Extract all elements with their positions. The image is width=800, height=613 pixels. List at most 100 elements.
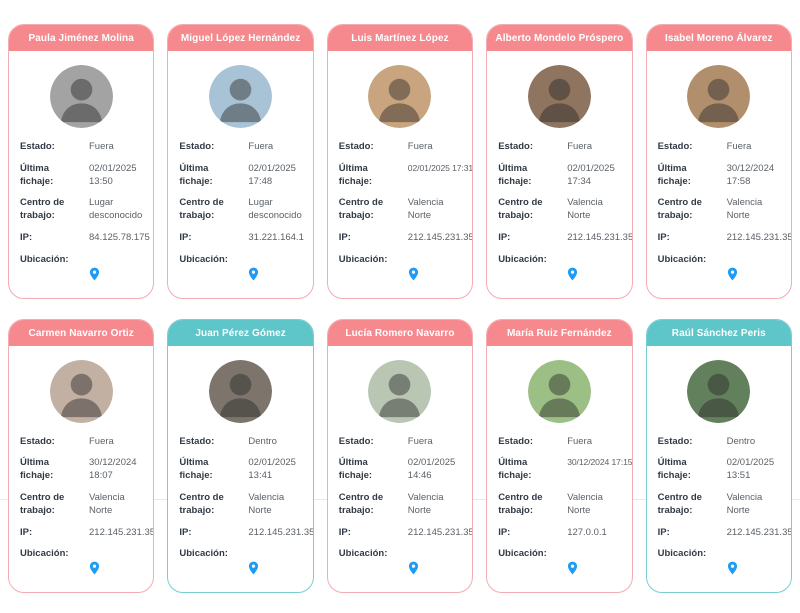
- estado-value: Fuera: [407, 435, 433, 447]
- employee-avatar: [687, 65, 751, 128]
- field-ultima-fichaje: Última fichaje: 02/01/2025 17:34: [498, 163, 620, 189]
- ubicacion-value: [89, 254, 142, 286]
- field-centro-trabajo: Centro de trabajo: Lugar desconocido: [20, 197, 142, 223]
- centro-trabajo-label: Centro de trabajo:: [179, 491, 224, 516]
- employee-card-body: Estado: Dentro Última fichaje: 02/01/202…: [168, 346, 313, 593]
- employee-card[interactable]: Juan Pérez Gómez Estado: Dentro Última f…: [167, 318, 314, 593]
- ip-label: IP:: [338, 232, 351, 244]
- ubicacion-value: [248, 254, 301, 286]
- ip-value: 84.125.78.175: [89, 232, 150, 244]
- ip-value: 31.221.164.1: [248, 232, 304, 244]
- location-pin-icon[interactable]: [408, 267, 419, 281]
- location-pin-icon[interactable]: [408, 561, 419, 575]
- ubicacion-label: Ubicación:: [179, 548, 228, 560]
- field-centro-trabajo: Centro de trabajo: Valencia Norte: [20, 492, 142, 518]
- centro-trabajo-value: Lugar desconocido: [248, 197, 302, 222]
- field-ubicacion: Ubicación:: [179, 548, 301, 580]
- employee-card-body: Estado: Fuera Última fichaje: 02/01/2025…: [487, 51, 632, 298]
- employee-card[interactable]: Paula Jiménez Molina Estado: Fuera Últim…: [8, 24, 155, 299]
- ubicacion-label: Ubicación:: [657, 253, 707, 265]
- field-ubicacion: Ubicación:: [658, 254, 780, 286]
- field-ip: IP: 212.145.231.35: [179, 526, 312, 540]
- location-pin-icon[interactable]: [727, 561, 738, 575]
- centro-trabajo-value: Valencia Norte: [89, 491, 125, 516]
- employee-card[interactable]: Luis Martínez López Estado: Fuera Última…: [326, 24, 474, 299]
- field-estado: Estado: Fuera: [179, 141, 301, 154]
- field-ubicacion: Ubicación:: [498, 254, 620, 286]
- ip-value: 212.145.231.35: [567, 232, 633, 244]
- location-pin-icon[interactable]: [89, 561, 100, 575]
- ubicacion-value: [727, 254, 780, 286]
- ubicacion-value: [248, 548, 301, 580]
- employee-card[interactable]: Isabel Moreno Álvarez Estado: Fuera Últi…: [645, 24, 792, 299]
- field-centro-trabajo: Centro de trabajo: Valencia Norte: [179, 492, 301, 518]
- ip-label: IP:: [179, 526, 192, 538]
- employee-card-body: Estado: Fuera Última fichaje: 02/01/2025…: [168, 51, 312, 298]
- estado-label: Estado:: [657, 435, 693, 447]
- field-ip: IP: 212.145.231.35: [658, 232, 791, 245]
- centro-trabajo-label: Centro de trabajo:: [657, 197, 702, 222]
- ip-value: 212.145.231.35: [248, 526, 314, 538]
- employee-card-body: Estado: Fuera Última fichaje: 02/01/2025…: [328, 51, 472, 298]
- field-estado: Estado: Fuera: [20, 141, 142, 154]
- field-estado: Estado: Dentro: [179, 436, 301, 449]
- field-centro-trabajo: Centro de trabajo: Valencia Norte: [658, 492, 780, 518]
- employee-card[interactable]: Lucía Romero Navarro Estado: Fuera Últim…: [326, 318, 474, 593]
- ubicacion-label: Ubicación:: [179, 253, 228, 265]
- employee-card[interactable]: Carmen Navarro Ortiz Estado: Fuera Últim…: [8, 318, 155, 593]
- ultima-fichaje-value: 02/01/2025 17:34: [567, 162, 615, 187]
- centro-trabajo-value: Valencia Norte: [407, 197, 444, 222]
- field-ip: IP: 212.145.231.35: [658, 527, 791, 540]
- centro-trabajo-label: Centro de trabajo:: [657, 491, 702, 516]
- field-ultima-fichaje: Última fichaje: 02/01/2025 13:50: [20, 163, 142, 189]
- employee-avatar: [527, 359, 591, 423]
- field-estado: Estado: Fuera: [339, 436, 461, 449]
- employee-avatar: [368, 359, 432, 423]
- employee-card[interactable]: Alberto Mondelo Próspero Estado: Fuera Ú…: [486, 24, 633, 299]
- centro-trabajo-label: Centro de trabajo:: [498, 197, 543, 222]
- estado-label: Estado:: [657, 141, 693, 152]
- location-pin-icon[interactable]: [248, 561, 259, 575]
- field-estado: Estado: Fuera: [20, 436, 142, 449]
- location-pin-icon[interactable]: [567, 267, 578, 281]
- estado-value: Fuera: [567, 141, 593, 152]
- employee-name: Paula Jiménez Molina: [9, 25, 154, 51]
- centro-trabajo-label: Centro de trabajo:: [179, 197, 224, 222]
- estado-label: Estado:: [20, 435, 55, 447]
- field-estado: Estado: Fuera: [498, 141, 620, 154]
- location-pin-icon[interactable]: [727, 267, 738, 281]
- ubicacion-value: [727, 548, 780, 580]
- ubicacion-value: [408, 254, 461, 286]
- employee-name: Carmen Navarro Ortiz: [9, 319, 154, 346]
- employee-card[interactable]: Raúl Sánchez Peris Estado: Dentro Última…: [645, 318, 792, 593]
- employee-avatar: [209, 65, 273, 128]
- location-pin-icon[interactable]: [89, 267, 100, 281]
- employee-avatar: [527, 65, 591, 128]
- field-ubicacion: Ubicación:: [20, 548, 142, 580]
- field-ultima-fichaje: Última fichaje: 30/12/2024 17:15: [498, 457, 631, 483]
- location-pin-icon[interactable]: [567, 561, 578, 575]
- estado-label: Estado:: [20, 141, 55, 152]
- employee-name: Alberto Mondelo Próspero: [487, 25, 632, 51]
- estado-value: Fuera: [89, 435, 114, 447]
- ultima-fichaje-value: 30/12/2024 18:07: [89, 457, 137, 482]
- ip-label: IP:: [20, 526, 33, 538]
- employee-card[interactable]: Miguel López Hernández Estado: Fuera Últ…: [167, 24, 314, 299]
- employee-card[interactable]: María Ruiz Fernández Estado: Fuera Últim…: [486, 318, 633, 593]
- ip-label: IP:: [498, 232, 511, 244]
- ip-value: 212.145.231.35: [726, 526, 792, 538]
- field-centro-trabajo: Centro de trabajo: Lugar desconocido: [179, 197, 301, 223]
- estado-value: Fuera: [248, 141, 274, 152]
- employee-avatar: [368, 65, 432, 128]
- employee-name: Juan Pérez Gómez: [168, 319, 313, 346]
- field-ultima-fichaje: Última fichaje: 30/12/2024 17:58: [658, 163, 780, 189]
- employee-name: Raúl Sánchez Peris: [646, 319, 791, 346]
- estado-label: Estado:: [338, 435, 374, 447]
- ultima-fichaje-label: Última fichaje:: [338, 457, 373, 482]
- field-ultima-fichaje: Última fichaje: 02/01/2025 14:46: [339, 457, 461, 483]
- location-pin-icon[interactable]: [248, 267, 259, 281]
- employee-card-body: Estado: Fuera Última fichaje: 30/12/2024…: [487, 346, 632, 593]
- field-ip: IP: 212.145.231.35: [498, 232, 631, 245]
- field-centro-trabajo: Centro de trabajo: Valencia Norte: [658, 197, 780, 223]
- ultima-fichaje-value: 30/12/2024 17:15: [567, 457, 633, 468]
